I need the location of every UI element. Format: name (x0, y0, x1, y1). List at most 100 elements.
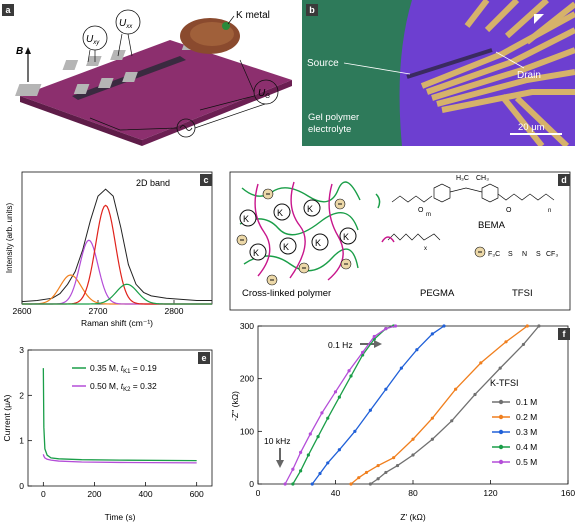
impedance-point (349, 482, 353, 486)
impedance-point (318, 471, 322, 476)
impedance-point (361, 350, 365, 354)
svg-text:K: K (343, 232, 349, 242)
impedance-legend-label: 0.3 M (516, 427, 537, 437)
panel-f-tag: f (558, 328, 570, 340)
ch3-label: CH₃ (476, 175, 489, 182)
impedance-point (376, 477, 380, 481)
raman-xtick-label: 2700 (89, 306, 108, 316)
impedance-ylabel: -Z'' (kΩ) (230, 391, 240, 421)
impedance-point (353, 429, 357, 433)
electrolyte-label-2: electrolyte (308, 124, 351, 135)
svg-text:K: K (253, 248, 259, 258)
impedance-point (310, 482, 314, 486)
impedance-xtick-label: 40 (331, 488, 341, 498)
n-label: n (548, 208, 551, 214)
impedance-point (473, 392, 477, 397)
impedance-legend-marker (498, 399, 504, 405)
impedance-point (393, 324, 398, 328)
tfsi-label: TFSI (512, 288, 533, 299)
panel-d-tag: d (558, 174, 570, 186)
ug-label: UG (258, 88, 270, 100)
impedance-point (347, 369, 351, 373)
impedance-ytick-label: 100 (240, 426, 254, 436)
impedance-legend-label: 0.4 M (516, 442, 537, 452)
impedance-ytick-label: 300 (240, 322, 254, 331)
panel-d: K K K K K K K Cross-linked polymer H₃C (228, 168, 575, 314)
svg-text:K: K (243, 214, 249, 224)
panel-b-tag: b (306, 4, 318, 16)
panel-c: 2D band Intensity (arb. units) Raman shi… (0, 168, 216, 328)
impedance-point (521, 342, 526, 347)
panel-f: -Z'' (kΩ) Z' (kΩ) 0.1 Hz 10 kHz K-TFSI 0… (228, 322, 575, 524)
legend-title: K-TFSI (490, 378, 519, 388)
source-label: Source (307, 58, 339, 69)
n-atom-label: N (522, 251, 527, 258)
impedance-series-line (370, 325, 540, 485)
panel-a-tag: a (2, 4, 14, 16)
current-xtick-label: 600 (190, 489, 204, 499)
drain-label: Drain (517, 70, 541, 81)
impedance-point (357, 476, 361, 480)
impedance-point (337, 448, 341, 452)
uxx-label: Uxx (119, 18, 133, 30)
impedance-point (525, 324, 529, 328)
current-series-line (42, 454, 197, 464)
impedance-point (320, 411, 324, 415)
impedance-xlabel: Z' (kΩ) (400, 512, 426, 522)
impedance-point (337, 395, 341, 399)
oxygen-label: O (418, 207, 424, 214)
electrolyte-label-1: Gel polymer (308, 112, 359, 123)
s-label-2: S (536, 251, 541, 258)
raman-xtick-label: 2600 (13, 306, 32, 316)
impedance-point (384, 327, 388, 331)
cf3-label: CF₃ (546, 251, 558, 258)
svg-text:K: K (315, 238, 321, 248)
svg-text:K: K (307, 204, 313, 214)
svg-text:K: K (283, 242, 289, 252)
device-schematic: B Uxy Uxx UG K metal (15, 9, 292, 146)
current-series-line (42, 368, 197, 462)
current-legend-label: 0.50 M, tK2 = 0.32 (90, 381, 157, 393)
bema-label: BEMA (478, 220, 506, 231)
impedance-point (333, 390, 338, 394)
impedance-point (368, 482, 372, 486)
impedance-legend-label: 0.5 M (516, 457, 537, 467)
impedance-legend-marker (498, 414, 504, 420)
current-xlabel: Time (s) (105, 512, 136, 522)
raman-title: 2D band (136, 178, 170, 188)
impedance-xtick-label: 0 (256, 488, 261, 498)
raman-peak-fit (22, 283, 212, 305)
current-ytick-label: 1 (19, 436, 24, 446)
impedance-ytick-label: 200 (240, 374, 254, 384)
impedance-point (291, 482, 295, 486)
pegma-label: PEGMA (420, 288, 455, 299)
impedance-point (384, 470, 388, 475)
impedance-point (299, 450, 303, 454)
impedance-point (368, 408, 372, 412)
current-ytick-label: 3 (19, 346, 24, 355)
freq-high-label: 10 kHz (264, 436, 290, 446)
impedance-chart: -Z'' (kΩ) Z' (kΩ) 0.1 Hz 10 kHz K-TFSI 0… (230, 322, 575, 522)
impedance-legend-label: 0.2 M (516, 412, 537, 422)
impedance-point (291, 467, 295, 471)
s-label-1: S (508, 251, 513, 258)
raman-data-line (21, 188, 212, 303)
f3c-label: F₃C (488, 251, 500, 258)
impedance-point (316, 435, 320, 439)
impedance-point (399, 366, 403, 370)
impedance-ytick-label: 0 (249, 479, 254, 489)
impedance-point (504, 340, 508, 344)
impedance-point (430, 416, 434, 420)
impedance-xtick-label: 160 (561, 488, 575, 498)
current-xtick-label: 400 (138, 489, 152, 499)
impedance-xtick-label: 120 (483, 488, 497, 498)
panel-a: B Uxy Uxx UG K metal a (0, 0, 292, 162)
x-label: x (424, 246, 427, 252)
chemistry-diagram: K K K K K K K Cross-linked polymer H₃C (229, 171, 571, 311)
panel-b: Source Drain Gel polymer electrolyte 20 … (302, 0, 575, 146)
current-xtick-label: 0 (41, 489, 46, 499)
oxygen-label-2: O (506, 207, 512, 214)
impedance-legend-label: 0.1 M (516, 397, 537, 407)
current-ylabel: Current (μA) (2, 394, 12, 441)
impedance-point (326, 461, 330, 465)
